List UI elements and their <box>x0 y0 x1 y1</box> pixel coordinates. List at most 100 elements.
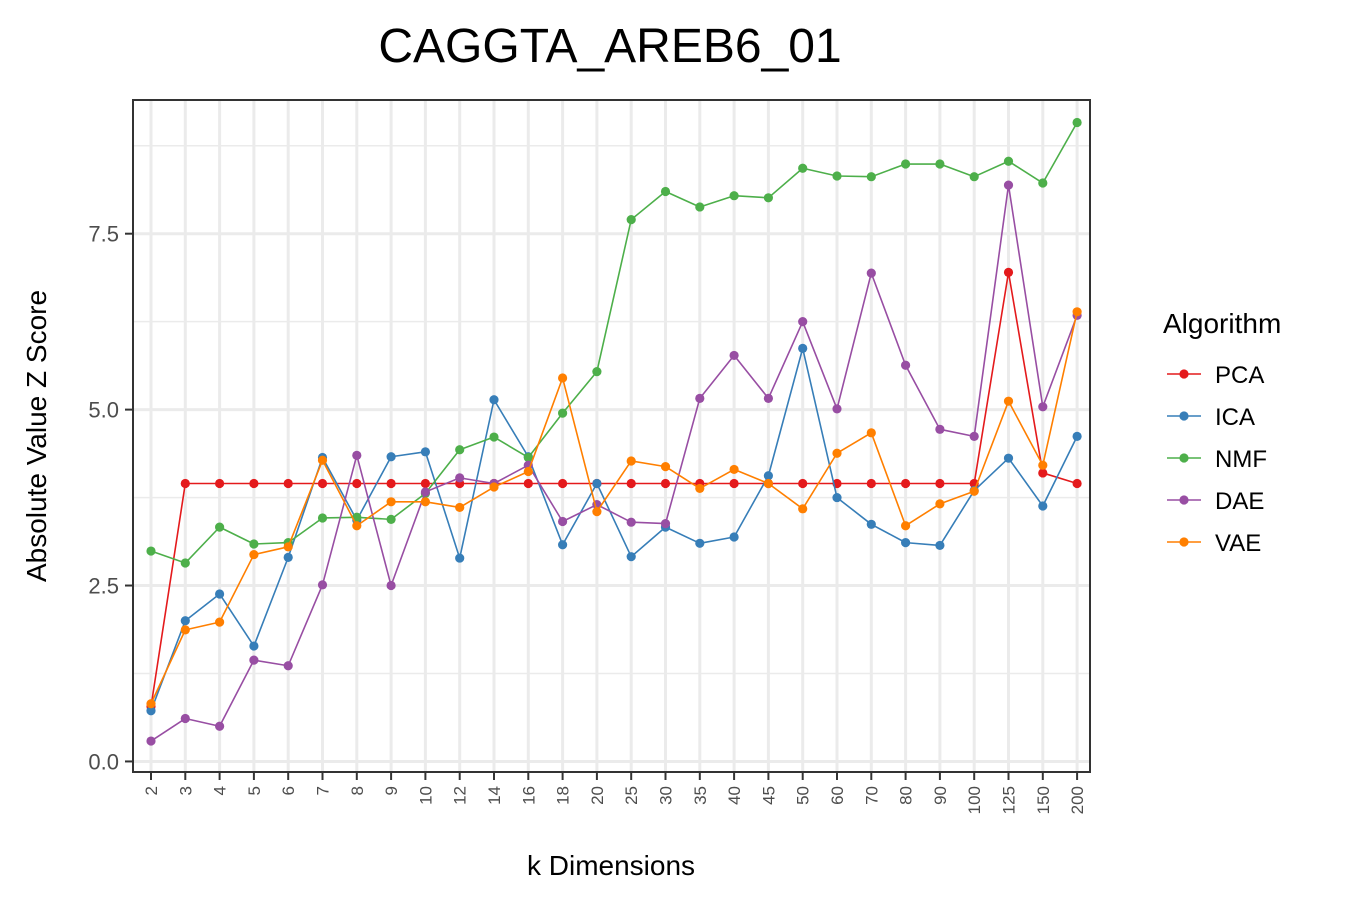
data-point-nmf <box>523 452 533 463</box>
x-tick-label: 125 <box>1000 786 1019 814</box>
data-point-vae <box>455 502 465 513</box>
data-point-nmf <box>317 513 328 523</box>
legend: Algorithm PCA ICA NMF DAE VAE <box>1163 308 1281 557</box>
data-point-nmf <box>1038 178 1048 188</box>
data-point-ica <box>695 538 705 548</box>
data-point-dae <box>660 519 671 529</box>
x-tick-label: 16 <box>519 786 538 805</box>
x-tick-label: 30 <box>657 786 676 805</box>
legend-key-point <box>1179 369 1189 379</box>
data-point-pca <box>798 478 808 489</box>
x-tick-label: 20 <box>588 786 607 805</box>
data-point-ica <box>215 589 225 599</box>
x-tick-label: 80 <box>897 786 916 805</box>
data-point-ica <box>798 343 808 353</box>
x-tick-label: 60 <box>828 786 847 805</box>
data-point-vae <box>1038 460 1048 470</box>
data-point-nmf <box>489 432 499 442</box>
legend-key-point <box>1179 495 1189 505</box>
x-tick-label: 45 <box>759 786 778 805</box>
data-point-vae <box>866 428 876 438</box>
data-point-nmf <box>901 159 911 169</box>
data-point-nmf <box>386 514 396 524</box>
data-point-ica <box>1038 501 1048 511</box>
x-tick-label: 35 <box>691 786 710 805</box>
legend-label: DAE <box>1215 488 1264 515</box>
data-point-nmf <box>969 172 979 182</box>
data-point-pca <box>420 478 430 489</box>
data-point-dae <box>866 268 876 278</box>
data-point-vae <box>660 462 671 472</box>
x-axis: 2 3 4 5 6 7 8 9 10 12 14 16 18 20 25 30 35 40 45 50 60 70 80 90… <box>142 772 1087 814</box>
grid-minor <box>133 144 1090 675</box>
data-point-dae <box>283 661 293 671</box>
x-tick-label: 150 <box>1034 786 1053 814</box>
data-point-vae <box>146 699 156 709</box>
data-point-nmf <box>146 546 156 556</box>
data-point-pca <box>935 478 945 489</box>
data-point-ica <box>489 395 499 405</box>
x-tick-label: 4 <box>211 786 230 795</box>
data-point-dae <box>317 580 328 590</box>
data-point-ica <box>180 616 190 626</box>
data-point-nmf <box>180 558 190 568</box>
data-point-vae <box>626 456 636 466</box>
data-point-vae <box>283 542 293 552</box>
data-point-vae <box>729 464 739 475</box>
data-point-dae <box>146 736 156 746</box>
data-point-dae <box>180 713 190 724</box>
x-tick-label: 90 <box>931 786 950 805</box>
data-point-dae <box>626 517 636 527</box>
data-point-pca <box>729 478 739 489</box>
data-point-ica <box>763 471 774 481</box>
x-tick-label: 7 <box>314 786 333 795</box>
data-point-ica <box>420 447 430 457</box>
data-point-vae <box>935 499 945 509</box>
data-point-vae <box>1003 396 1014 406</box>
data-point-pca <box>283 478 293 489</box>
data-point-dae <box>455 473 465 483</box>
data-point-pca <box>317 478 328 489</box>
data-point-dae <box>695 393 705 403</box>
plot-panel <box>132 99 1091 773</box>
x-tick-label: 9 <box>382 786 401 795</box>
legend-label: PCA <box>1215 362 1264 389</box>
x-tick-label: 70 <box>862 786 881 805</box>
data-point-nmf <box>763 193 774 203</box>
data-point-nmf <box>455 445 465 455</box>
data-point-vae <box>558 373 568 383</box>
data-point-nmf <box>866 172 876 182</box>
x-tick-label: 12 <box>451 786 470 805</box>
series-layer <box>146 117 1082 746</box>
data-point-vae <box>352 521 362 531</box>
data-point-dae <box>1003 180 1014 190</box>
data-point-pca <box>215 478 225 489</box>
y-tick-label: 2.5 <box>88 574 119 599</box>
chart-title: CAGGTA_AREB6_01 <box>378 20 841 73</box>
series-line-ica <box>150 347 1078 712</box>
data-point-vae <box>523 466 533 477</box>
data-point-dae <box>969 431 979 441</box>
data-point-nmf <box>558 408 568 418</box>
data-point-dae <box>729 350 739 361</box>
legend-label: ICA <box>1215 404 1255 431</box>
series-line-dae <box>150 184 1078 742</box>
legend-item-dae: DAE <box>1167 488 1264 515</box>
data-point-dae <box>901 360 911 370</box>
data-point-vae <box>832 448 842 458</box>
data-point-dae <box>558 516 568 527</box>
legend-key-point <box>1179 411 1189 421</box>
data-point-ica <box>1072 431 1082 441</box>
data-point-ica <box>249 641 259 651</box>
data-point-pca <box>1003 267 1014 277</box>
data-point-dae <box>420 487 430 497</box>
x-tick-label: 50 <box>794 786 813 805</box>
data-point-dae <box>249 655 259 665</box>
data-point-nmf <box>592 367 602 377</box>
data-point-vae <box>695 483 705 494</box>
x-tick-label: 14 <box>485 786 504 805</box>
data-point-vae <box>249 549 259 560</box>
y-tick-label: 0.0 <box>88 749 119 774</box>
x-tick-label: 200 <box>1068 786 1087 814</box>
